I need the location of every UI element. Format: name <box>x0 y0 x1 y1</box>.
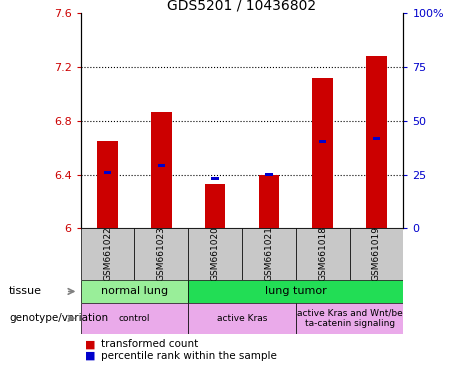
Bar <box>158 164 165 167</box>
Text: lung tumor: lung tumor <box>265 286 327 296</box>
Text: GSM661018: GSM661018 <box>318 226 327 281</box>
Text: GSM661021: GSM661021 <box>265 226 273 281</box>
Text: tissue: tissue <box>9 286 42 296</box>
Bar <box>81 303 188 334</box>
Text: ■: ■ <box>85 351 96 361</box>
Bar <box>211 177 219 180</box>
Bar <box>372 137 380 140</box>
Text: GSM661023: GSM661023 <box>157 226 166 281</box>
Bar <box>188 280 403 303</box>
Bar <box>188 228 242 280</box>
Bar <box>151 112 171 228</box>
Title: GDS5201 / 10436802: GDS5201 / 10436802 <box>167 0 317 12</box>
Bar <box>97 141 118 228</box>
Bar <box>242 228 296 280</box>
Text: GSM661019: GSM661019 <box>372 226 381 281</box>
Text: percentile rank within the sample: percentile rank within the sample <box>101 351 278 361</box>
Bar <box>135 228 188 280</box>
Text: active Kras and Wnt/be
ta-catenin signaling: active Kras and Wnt/be ta-catenin signal… <box>297 309 402 328</box>
Text: GSM661022: GSM661022 <box>103 226 112 281</box>
Bar <box>319 140 326 142</box>
Bar <box>349 228 403 280</box>
Bar <box>366 56 387 228</box>
Text: control: control <box>119 314 150 323</box>
Text: genotype/variation: genotype/variation <box>9 313 108 323</box>
Text: GSM661020: GSM661020 <box>211 226 219 281</box>
Text: active Kras: active Kras <box>217 314 267 323</box>
Bar <box>296 228 349 280</box>
Bar <box>104 170 112 174</box>
Bar <box>81 228 135 280</box>
Bar <box>313 78 333 228</box>
Text: normal lung: normal lung <box>101 286 168 296</box>
Bar <box>296 303 403 334</box>
Bar <box>205 184 225 228</box>
Text: transformed count: transformed count <box>101 339 199 349</box>
Bar <box>188 303 296 334</box>
Bar <box>265 173 272 176</box>
Bar <box>81 280 188 303</box>
Text: ■: ■ <box>85 339 96 349</box>
Bar <box>259 175 279 228</box>
